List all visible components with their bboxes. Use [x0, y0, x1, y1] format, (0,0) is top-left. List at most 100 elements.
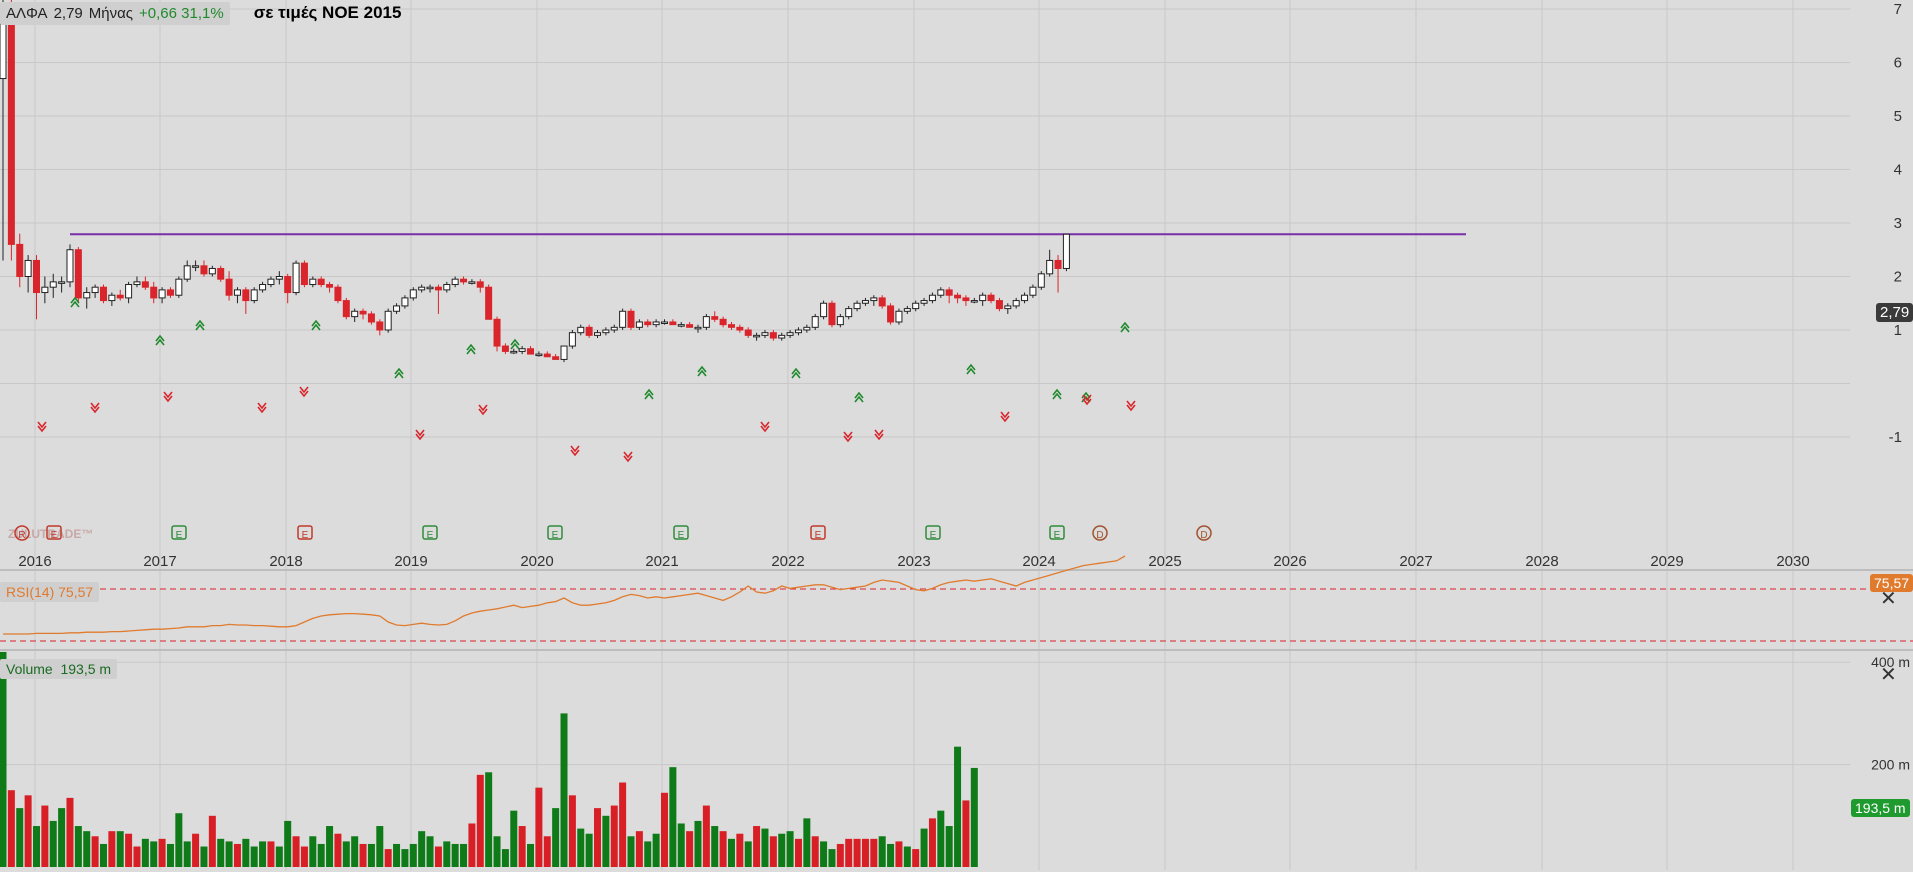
volume-bar — [309, 836, 317, 867]
x-tick-label: 2024 — [1022, 553, 1055, 570]
volume-bar — [233, 843, 241, 867]
volume-bar — [794, 838, 802, 867]
event-badge — [1092, 525, 1108, 541]
volume-bar — [912, 849, 920, 867]
candle-body — [66, 249, 74, 283]
candle-body — [560, 345, 568, 360]
rsi-legend-value: 75,57 — [58, 584, 94, 600]
candle-body — [158, 289, 166, 299]
candle-body — [912, 302, 920, 310]
candle-body — [292, 262, 300, 294]
candle-body — [16, 243, 24, 277]
swing-high-marker — [1052, 388, 1062, 400]
swing-high-marker — [966, 363, 976, 375]
rsi-legend[interactable]: RSI(14) 75,57 — [0, 582, 100, 602]
volume-bar — [32, 826, 40, 867]
volume-bar — [351, 836, 359, 867]
volume-bar — [485, 772, 493, 867]
candle-body — [861, 300, 869, 304]
swing-low-marker — [1126, 400, 1136, 412]
candle-body — [552, 356, 560, 360]
volume-bar — [962, 800, 970, 867]
price-change: +0,66 31,1% — [139, 4, 224, 22]
volume-close-icon[interactable]: ✕ — [1880, 664, 1897, 686]
symbol-name: ΑΛΦΑ — [6, 4, 48, 22]
volume-bar — [828, 849, 836, 867]
volume-bar — [409, 843, 417, 867]
volume-bar — [468, 823, 476, 867]
volume-bar — [619, 782, 627, 867]
y-tick-label: 5 — [1894, 108, 1902, 125]
candle-body — [644, 321, 652, 326]
candle-body — [409, 289, 417, 299]
candle-body — [577, 326, 585, 334]
candle-body — [300, 262, 308, 286]
candle-body — [233, 289, 241, 296]
event-badge — [810, 525, 826, 540]
volume-bar — [401, 849, 409, 867]
event-badge-label: R — [18, 530, 25, 541]
candle-body — [1029, 286, 1037, 296]
candle-body — [568, 332, 576, 347]
candle-body — [108, 294, 116, 302]
swing-low-marker — [843, 431, 853, 443]
x-tick-label: 2026 — [1273, 553, 1306, 570]
candle-body — [451, 278, 459, 286]
symbol-price: 2,79 — [53, 4, 83, 22]
candle-body — [1021, 294, 1029, 302]
candle-body — [460, 278, 468, 283]
candle-body — [133, 281, 141, 286]
candle-body — [535, 353, 543, 357]
candle-body — [510, 350, 518, 354]
volume-bar — [845, 838, 853, 867]
volume-bar — [778, 833, 786, 867]
event-badge-label: E — [176, 530, 183, 541]
swing-low-marker — [1082, 394, 1092, 406]
volume-legend[interactable]: Volume 193,5 m — [0, 659, 118, 679]
x-tick-label: 2027 — [1399, 553, 1432, 570]
candle-body — [887, 305, 895, 323]
candle-body — [434, 286, 442, 291]
volume-bar — [326, 826, 334, 867]
candle-body — [208, 267, 216, 275]
volume-bar — [686, 831, 694, 867]
volume-bar — [761, 828, 769, 867]
candle-body — [870, 297, 878, 302]
candle-body — [192, 265, 200, 268]
candle-body — [845, 308, 853, 318]
candle-body — [393, 305, 401, 312]
candle-body — [275, 276, 283, 280]
volume-bar — [568, 795, 576, 867]
swing-low-marker — [874, 429, 884, 441]
volume-bar — [627, 836, 635, 867]
volume-bar — [359, 843, 367, 867]
volume-bar — [970, 767, 978, 867]
volume-bar — [200, 846, 208, 867]
volume-bar — [7, 790, 15, 867]
candle-body — [284, 276, 292, 294]
rsi-value-badge: 75,57 — [1870, 574, 1913, 592]
volume-bar — [669, 767, 677, 867]
volume-bar — [602, 815, 610, 867]
candle-body — [1054, 259, 1062, 269]
volume-bar — [820, 841, 828, 867]
volume-bar — [945, 826, 953, 867]
candle-body — [828, 302, 836, 326]
candle-body — [342, 300, 350, 318]
volume-bar — [954, 746, 962, 867]
candle-body — [627, 310, 635, 328]
candle-body — [937, 289, 945, 296]
candle-body — [309, 278, 317, 286]
rsi-close-icon[interactable]: ✕ — [1880, 588, 1897, 610]
event-badge-label: E — [302, 530, 309, 541]
volume-bar — [242, 838, 250, 867]
candle-body — [401, 297, 409, 307]
event-badge — [673, 525, 689, 540]
volume-bar — [501, 849, 509, 867]
candle-body — [518, 348, 526, 352]
event-badge-label: E — [552, 530, 559, 541]
volume-bar — [803, 818, 811, 867]
event-badge — [297, 525, 313, 540]
chart-header: ΑΛΦΑ 2,79 Μήνας +0,66 31,1% σε τιμές ΝΟΕ… — [0, 0, 401, 26]
volume-bar — [535, 787, 543, 867]
